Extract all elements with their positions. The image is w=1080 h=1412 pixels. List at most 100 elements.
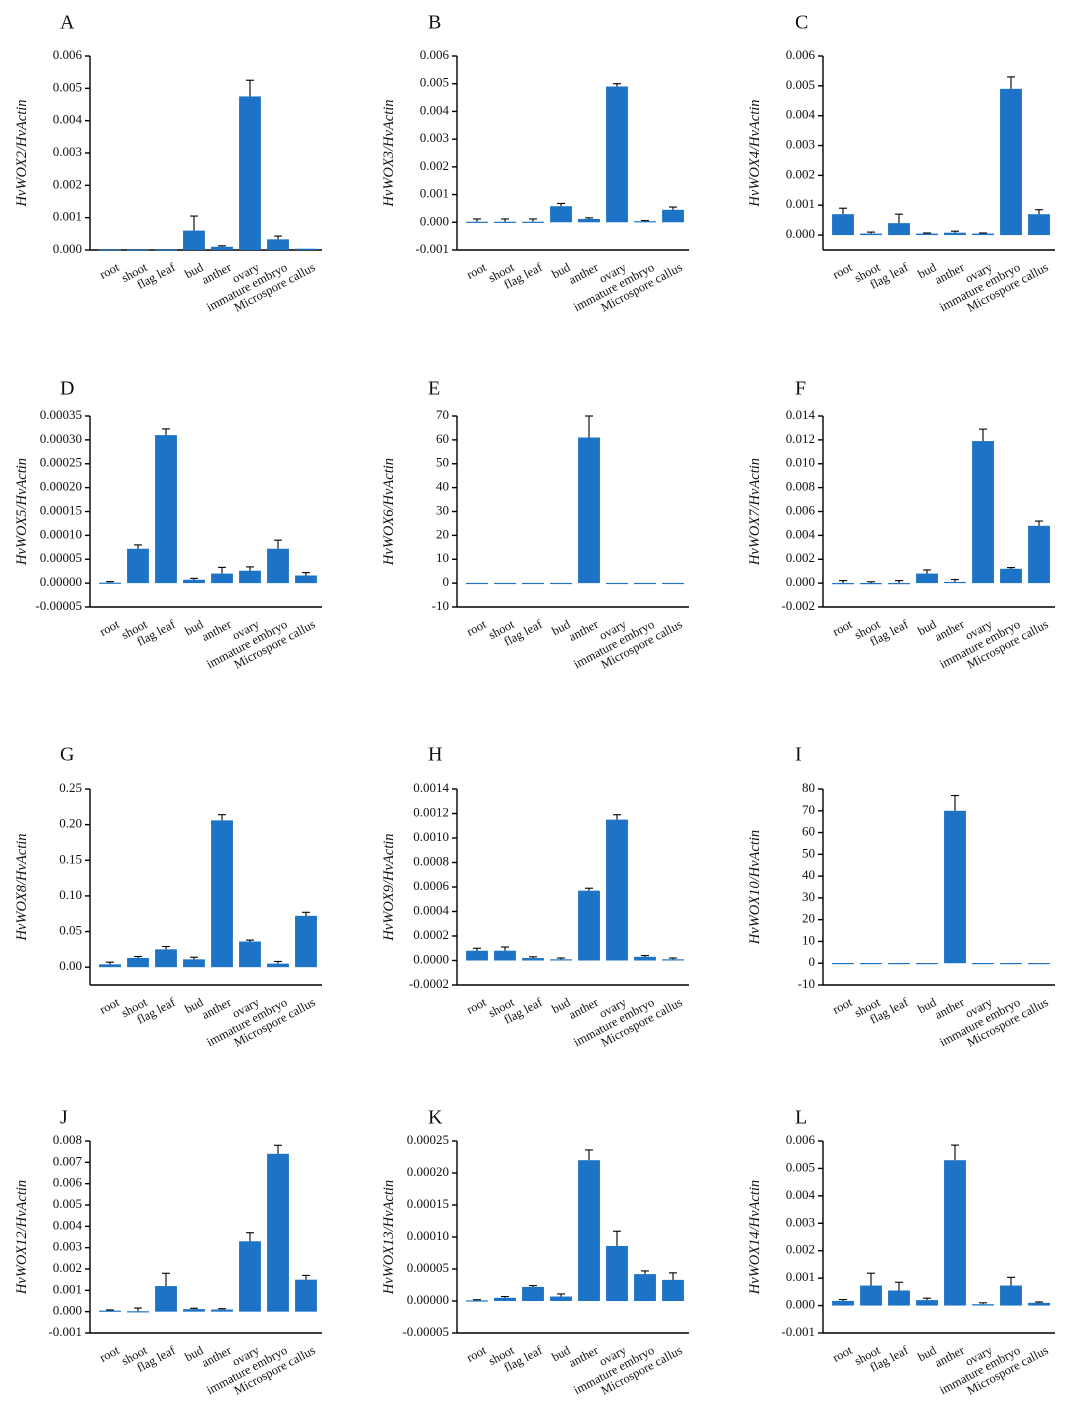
y-tick-label: 0.001 [786,196,815,211]
bar [972,233,994,236]
bar [944,581,966,584]
panel-letter: G [60,744,74,766]
y-tick-label: 0.006 [786,47,816,62]
bar [634,582,656,585]
y-tick-label: 0.15 [59,851,82,866]
bar [494,950,516,961]
bar [860,583,882,585]
panel-c: C HvWOX4/HvActin 0.000 0.001 0.002 0.003 0.004… [747,12,1055,315]
bar [99,1310,121,1312]
panel-letter: J [60,1107,68,1129]
y-tick-label: -0.00005 [402,1324,449,1339]
y-axis-label: HvWOX7/HvActin [747,458,763,566]
x-category-label: root [830,1343,855,1365]
y-tick-label: 0.00020 [407,1164,449,1179]
bar [916,1300,938,1306]
x-category-label: root [830,995,855,1017]
bar [1028,1302,1050,1306]
y-tick-label: 0.004 [786,1187,816,1202]
bar [550,206,572,223]
panel-a: A HvWOX2/HvActin 0.000 0.001 0.002 0.003 0.004… [14,12,322,315]
bar [295,575,317,584]
bar [634,1274,656,1301]
y-tick-label: 0.0006 [413,878,449,893]
bar [972,1304,994,1306]
y-axis-label: HvWOX3/HvActin [381,99,397,207]
bar [1000,568,1022,584]
y-tick-label: 0.005 [786,1159,815,1174]
panel-letter: H [428,744,442,766]
bar [267,1153,289,1312]
y-tick-label: 0.004 [420,102,450,117]
bar [1000,88,1022,236]
bar [1000,1285,1022,1306]
bar [155,435,177,584]
y-tick-label: 0.0010 [413,829,449,844]
y-tick-label: 10 [436,550,449,565]
y-axis-label: HvWOX8/HvActin [14,833,30,941]
y-tick-label: 20 [802,911,815,926]
y-tick-label: 0.0000 [413,951,449,966]
bar [550,1296,572,1301]
x-category-label: root [830,617,855,639]
bar [550,959,572,961]
panel-g: G HvWOX8/HvActin 0.00 0.05 0.10 0.15 0.20 0.25 r… [14,744,322,1050]
panel-letter: F [795,378,806,400]
bar [155,249,177,251]
y-tick-label: 10 [802,932,815,947]
panel-letter: I [795,744,802,766]
bar [99,582,121,584]
bar [239,570,261,584]
y-tick-label: 30 [802,889,815,904]
bar [972,963,994,965]
y-tick-label: 0.00020 [40,479,82,494]
y-tick-label: 0.001 [53,1281,82,1296]
y-tick-label: 0.006 [53,47,83,62]
bar [888,583,910,585]
y-tick-label: 0.005 [53,79,82,94]
x-category-label: root [97,260,122,282]
bar [494,221,516,223]
y-tick-label: 70 [802,802,815,817]
panel-letter: K [428,1107,443,1129]
y-axis-label: HvWOX9/HvActin [381,833,397,941]
bar [916,233,938,236]
bar [522,958,544,961]
y-tick-label: 0.00030 [40,431,82,446]
bar [211,820,233,968]
bar [550,582,572,585]
y-tick-label: 0.20 [59,816,82,831]
y-tick-label: -0.002 [781,598,815,613]
y-axis-label: HvWOX4/HvActin [747,99,763,207]
bar [1000,963,1022,965]
y-tick-label: 0.014 [786,407,816,422]
panel-letter: D [60,378,74,400]
bar [183,1309,205,1312]
bar [888,223,910,236]
x-category-label: root [97,995,122,1017]
bar [494,582,516,585]
y-tick-label: 0.003 [786,1214,815,1229]
bar [860,963,882,965]
y-tick-label: 0.00005 [40,550,82,565]
y-tick-label: 0.005 [786,77,815,92]
y-tick-label: 0 [443,574,450,589]
panel-k: K HvWOX13/HvActin -0.00005 0.00000 0.00005 0.… [381,1107,689,1398]
y-axis-label: HvWOX6/HvActin [381,458,397,566]
y-tick-label: 0.001 [53,209,82,224]
bar [267,239,289,250]
y-tick-label: 0.002 [786,166,815,181]
bar [860,1285,882,1306]
panel-f: F HvWOX7/HvActin -0.002 0.000 0.002 0.004 0.00… [747,378,1055,672]
bar [662,209,684,223]
bar [183,230,205,250]
y-tick-label: 0.008 [786,479,815,494]
y-tick-label: 60 [802,824,815,839]
y-tick-label: 50 [802,845,815,860]
y-tick-label: 0.00035 [40,407,82,422]
y-tick-label: -10 [798,976,815,991]
bar [267,548,289,584]
bar [211,246,233,250]
bar [239,96,261,251]
y-tick-label: 0.007 [53,1153,83,1168]
